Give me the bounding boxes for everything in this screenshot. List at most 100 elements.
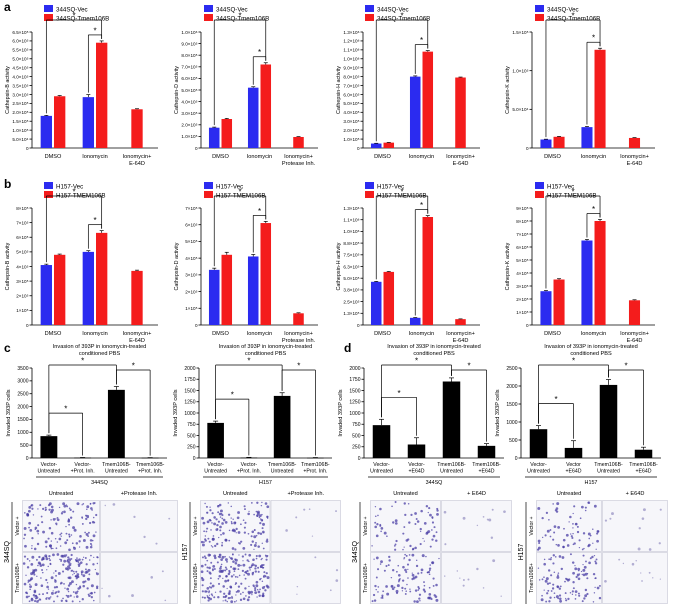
micrograph-cell: [240, 564, 242, 567]
micrograph-cell: [420, 509, 423, 513]
micrograph-cell: [266, 505, 270, 509]
micrograph-cell: [575, 594, 577, 596]
micrograph-cell: [553, 525, 557, 528]
micrograph-cell: [257, 590, 261, 594]
micrograph-cell: [233, 570, 236, 572]
micrograph-cell: [44, 540, 48, 544]
micrograph-cell: [48, 508, 51, 511]
y-tick-label: 5.0×10⁵: [343, 101, 359, 106]
category-label: E-64D: [627, 338, 643, 344]
micrograph-cell: [397, 564, 400, 567]
micrograph-cell: [228, 569, 231, 573]
micrograph-cell: [224, 521, 228, 524]
y-tick-label: 5.0×10⁵: [12, 57, 28, 62]
micrograph-cell: [35, 596, 39, 599]
micrograph-cell: [401, 579, 405, 582]
micrograph-cell: [538, 579, 541, 581]
micrograph-cell: [582, 532, 586, 535]
micrograph-cell: [387, 564, 390, 567]
y-tick-label: 1.1×10⁶: [343, 48, 359, 53]
micrograph-cell: [592, 572, 596, 576]
micrograph-cell: [47, 537, 50, 540]
micrograph-cell: [206, 595, 208, 597]
micrograph-cell: [308, 508, 311, 511]
y-tick-label: 3500: [17, 366, 28, 372]
micrograph-cell: [234, 561, 238, 565]
micrograph-cell: [228, 539, 231, 542]
micrograph-cell: [578, 547, 581, 549]
y-tick-label: 6×10⁵: [16, 235, 28, 240]
chart-b2: H157-VecH157-TMEM106B01×10⁵2×10⁵3×10⁵4×1…: [174, 182, 318, 344]
micrograph-cell: [379, 563, 382, 565]
micrograph-cell: [95, 531, 97, 533]
chart-d1: Invasion of 393P in ionomycin-treatedcon…: [338, 344, 504, 486]
y-tick-label: 2.5×10⁵: [343, 299, 359, 304]
micrograph-cell: [86, 577, 89, 580]
bar: [131, 270, 143, 325]
micrograph-cell: [257, 545, 260, 548]
micrograph-cell: [255, 510, 258, 513]
micrograph-cell: [237, 585, 241, 588]
y-tick-label: 4×10⁵: [16, 264, 28, 269]
category-label: Ionomycin+: [284, 154, 313, 160]
micrograph-cell: [22, 562, 26, 565]
micrograph-cell: [62, 502, 66, 506]
y-tick-label: 8.0×10⁵: [181, 53, 197, 58]
micrograph-cell: [66, 587, 70, 591]
micrograph-cell: [212, 535, 215, 537]
micrograph-cell: [580, 570, 583, 573]
micrograph-cell: [255, 542, 257, 544]
micrograph-cell: [214, 556, 217, 560]
y-axis-label: Invaded 393P cells: [173, 389, 179, 436]
micrograph-cell: [224, 579, 228, 583]
legend-label: 344SQ-Vec: [216, 7, 248, 14]
micrograph-cell: [543, 576, 545, 578]
micrograph-cell: [383, 569, 386, 572]
micrograph-cell: [555, 543, 558, 546]
bar: [553, 279, 565, 325]
micrograph-cell: [222, 518, 226, 522]
y-tick-label: 7×10⁵: [185, 206, 197, 211]
micrograph-cell: [211, 512, 214, 515]
micrograph-row-label: Vector +: [193, 516, 199, 535]
micrograph-cell: [251, 540, 254, 543]
micrograph-cell: [82, 580, 85, 584]
bar: [247, 256, 259, 325]
category-label: Tmem106B-: [437, 462, 466, 468]
micrograph-cell: [402, 565, 405, 569]
micrograph-cell: [553, 592, 556, 594]
micrograph-cell: [541, 517, 544, 520]
micrograph-cell: [410, 513, 413, 517]
micrograph-cell: [28, 526, 30, 529]
micrograph-cell: [578, 539, 581, 542]
micrograph-cell: [413, 600, 416, 603]
micrograph-cell: [216, 523, 219, 527]
micrograph-cell: [373, 558, 375, 560]
micrograph-cell: [431, 529, 433, 531]
y-tick-label: 1.0×10⁶: [343, 229, 359, 234]
micrograph-cell: [435, 531, 438, 534]
micrograph-cell: [638, 527, 641, 530]
micrograph-cell: [23, 555, 27, 558]
micrograph-cell: [248, 592, 251, 595]
y-tick-label: 1.5×10⁵: [12, 119, 28, 124]
micrograph-cell: [44, 506, 47, 509]
micrograph-cell: [81, 504, 83, 506]
category-label: Ionomycin+: [446, 154, 475, 160]
micrograph-cell: [46, 585, 49, 589]
micrograph-cell: [263, 532, 265, 534]
y-tick-label: 3.0×10⁵: [181, 111, 197, 116]
micrograph-cell: [33, 596, 35, 598]
micrograph-cell: [237, 568, 240, 571]
micrograph-cell: [28, 560, 31, 562]
micrograph-cell: [53, 572, 55, 574]
micrograph-cell: [235, 600, 238, 602]
micrograph-cell: [558, 597, 562, 601]
micrograph-cell: [45, 578, 48, 582]
micrograph-cell: [492, 559, 496, 563]
micrograph-cell: [224, 599, 227, 602]
micrograph-cell: [29, 529, 33, 532]
micrograph-cell: [566, 544, 570, 547]
micrograph-cell: [537, 506, 541, 510]
